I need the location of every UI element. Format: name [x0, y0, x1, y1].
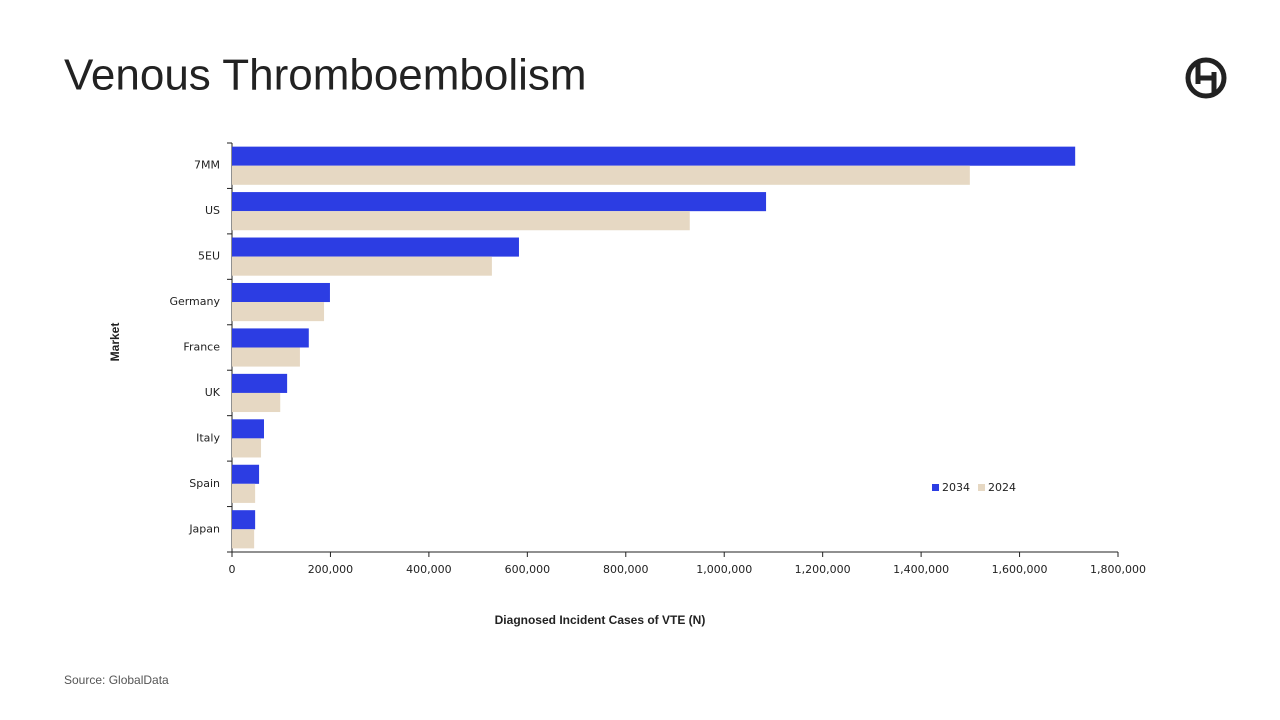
y-axis-title: Market — [108, 323, 122, 362]
bar — [232, 392, 281, 413]
x-tick-label: 1,800,000 — [1090, 563, 1146, 576]
bar — [232, 529, 255, 549]
bar — [232, 419, 264, 439]
x-tick-label: 1,000,000 — [696, 563, 752, 576]
x-tick-label: 400,000 — [406, 563, 452, 576]
y-tick-label: UK — [205, 386, 221, 399]
bar — [232, 373, 288, 393]
bar — [232, 347, 300, 367]
bar — [232, 192, 767, 212]
bar — [232, 256, 492, 276]
bar — [232, 282, 330, 303]
bar — [232, 510, 256, 530]
bar — [232, 165, 970, 185]
x-tick-label: 1,400,000 — [893, 563, 949, 576]
y-tick-label: Japan — [188, 522, 220, 535]
x-tick-label: 0 — [229, 563, 236, 576]
x-tick-label: 1,200,000 — [795, 563, 851, 576]
legend-label: 2024 — [988, 481, 1016, 494]
bar — [232, 211, 690, 231]
legend-swatch — [978, 484, 985, 491]
logo-glyph — [1195, 62, 1217, 94]
legend-swatch — [932, 484, 939, 491]
bar — [232, 483, 256, 503]
x-tick-label: 200,000 — [308, 563, 354, 576]
bar — [232, 464, 260, 484]
chart-title: Venous Thromboembolism — [64, 51, 587, 100]
y-tick-label: 7MM — [194, 159, 220, 172]
y-tick-label: US — [205, 204, 220, 217]
x-tick-label: 800,000 — [603, 563, 649, 576]
bar — [232, 146, 1076, 166]
bar — [232, 328, 309, 348]
y-tick-label: Germany — [169, 295, 220, 308]
y-tick-label: France — [183, 341, 220, 354]
source-note: Source: GlobalData — [64, 673, 169, 687]
y-tick-label: Spain — [189, 477, 220, 490]
bar — [232, 302, 325, 322]
legend-label: 2034 — [942, 481, 970, 494]
x-tick-label: 1,600,000 — [992, 563, 1048, 576]
bar — [232, 438, 262, 458]
logo-ring — [1185, 57, 1227, 99]
bar — [232, 237, 519, 257]
x-tick-label: 600,000 — [505, 563, 551, 576]
x-axis-title: Diagnosed Incident Cases of VTE (N) — [495, 613, 706, 627]
logo — [1185, 57, 1227, 99]
y-tick-label: 5EU — [198, 250, 220, 263]
y-tick-label: Italy — [196, 431, 220, 444]
